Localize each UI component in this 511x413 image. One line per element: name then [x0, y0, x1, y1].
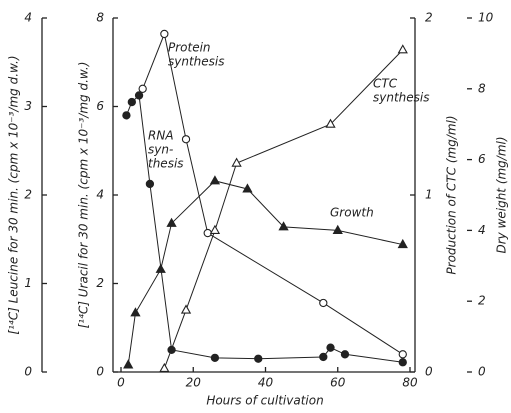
data-point — [398, 358, 407, 367]
series-line — [163, 49, 404, 369]
data-point — [397, 44, 408, 54]
data-point — [123, 359, 134, 369]
y4-tick-label: 2 — [478, 294, 486, 308]
series-label: Growth — [330, 206, 374, 220]
series-label: thesis — [148, 157, 184, 171]
y-tick-label: 4 — [24, 11, 32, 25]
data-point — [209, 175, 221, 185]
data-point — [122, 111, 131, 120]
data-point — [134, 91, 144, 100]
y2-axis-title: [¹⁴C] Uracil for 30 min. (cpm x 10⁻³/mg … — [77, 62, 91, 329]
y2-tick-label: 0 — [96, 365, 104, 379]
x-axis-title: Hours of cultivation — [206, 394, 323, 408]
data-point — [332, 224, 343, 234]
series-line — [142, 32, 404, 355]
y3-tick-label: 2 — [425, 11, 433, 25]
y2-tick-label: 2 — [96, 276, 104, 290]
series-label: Protein — [168, 41, 211, 55]
data-point — [127, 97, 136, 107]
x-tick-label: 0 — [117, 376, 125, 390]
data-point — [181, 135, 191, 144]
data-point — [242, 183, 253, 193]
y4-axis-title: Dry weight (mg/ml) — [495, 136, 509, 253]
data-point — [155, 263, 166, 273]
y2-tick-label: 6 — [96, 99, 104, 113]
y-axis-title: [¹⁴C] Leucine for 30 min. (cpm x 10⁻³/mg… — [7, 55, 21, 334]
data-point — [326, 343, 335, 352]
series-label: synthesis — [373, 91, 430, 105]
y3-axis-title: Production of CTC (mg/ml) — [445, 115, 459, 274]
data-point — [160, 29, 169, 39]
data-point — [325, 118, 336, 128]
x-tick-label: 80 — [402, 376, 418, 390]
series-label: synthesis — [168, 55, 225, 69]
y4-tick-label: 8 — [478, 81, 486, 95]
y2-tick-label: 8 — [96, 11, 104, 25]
data-point — [397, 238, 408, 249]
data-point — [278, 221, 289, 231]
series-label: RNA — [148, 129, 174, 143]
data-point — [210, 353, 220, 362]
data-point — [209, 224, 221, 234]
data-point — [340, 350, 350, 359]
y-tick-label: 2 — [24, 188, 32, 202]
y4-tick-label: 4 — [478, 223, 486, 237]
data-point — [145, 179, 155, 189]
series-label: CTC — [373, 77, 398, 91]
data-point — [130, 307, 141, 317]
x-tick-label: 60 — [330, 376, 346, 390]
data-point — [319, 352, 328, 362]
data-point — [138, 84, 147, 93]
series-label: syn- — [148, 143, 173, 157]
y-tick-label: 1 — [24, 276, 32, 290]
data-point — [398, 350, 407, 359]
data-point — [319, 298, 328, 308]
data-point — [254, 354, 263, 363]
y4-tick-label: 10 — [478, 11, 494, 25]
data-point — [231, 157, 242, 167]
y2-tick-label: 4 — [96, 188, 104, 202]
y4-tick-label: 6 — [478, 152, 486, 166]
x-tick-label: 20 — [186, 376, 202, 390]
data-point — [166, 217, 177, 227]
data-point — [203, 228, 212, 238]
data-point — [180, 304, 192, 314]
y3-tick-label: 1 — [425, 188, 433, 202]
y3-tick-label: 0 — [425, 365, 433, 379]
data-point — [159, 362, 170, 373]
y-tick-label: 0 — [24, 365, 32, 379]
y-tick-label: 3 — [24, 99, 32, 113]
x-tick-label: 40 — [258, 376, 274, 390]
y4-tick-label: 0 — [478, 365, 486, 379]
